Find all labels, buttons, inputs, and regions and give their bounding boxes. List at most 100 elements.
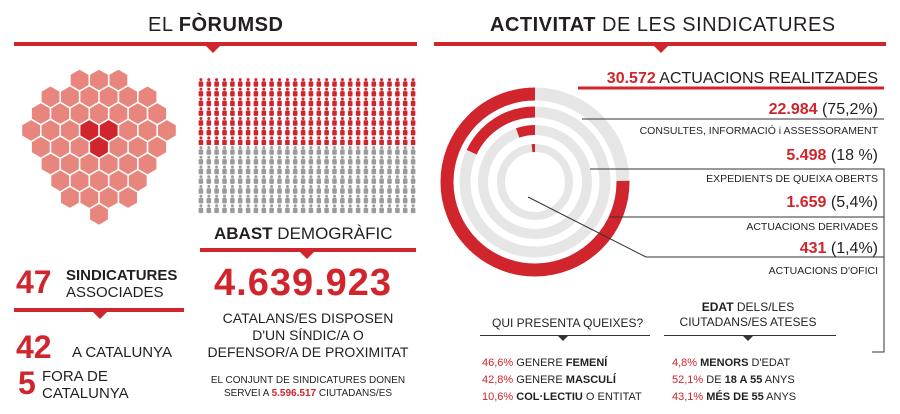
person-icon — [379, 107, 384, 116]
fora-label-line-2: CATALUNYA — [42, 385, 129, 402]
person-icon — [402, 126, 408, 136]
person-icon — [269, 204, 274, 214]
row-bold: 18 A 55 — [724, 374, 763, 386]
person-icon — [332, 146, 337, 155]
person-icon — [285, 185, 290, 194]
sindicatures-rule — [14, 308, 184, 312]
person-icon — [324, 185, 329, 194]
person-icon — [347, 185, 353, 194]
hexagon-cell — [22, 120, 40, 141]
person-icon — [395, 78, 400, 87]
person-icon — [395, 165, 400, 175]
hexagon-cell — [109, 170, 128, 192]
person-icon — [355, 87, 361, 97]
hexagon-cell — [119, 86, 137, 108]
person-icon — [222, 165, 227, 175]
served-line-2: SERVEI A 5.596.517 CIUTADANS/ES — [200, 387, 416, 400]
person-icon — [237, 126, 243, 136]
person-icon — [371, 78, 377, 87]
person-icon — [340, 146, 345, 155]
person-icon — [253, 136, 259, 146]
person-icon — [402, 117, 408, 126]
catalunya-count: 42 — [16, 329, 52, 365]
person-icon — [269, 136, 274, 146]
person-icon — [324, 78, 329, 87]
person-icon — [363, 78, 369, 87]
person-icon — [198, 117, 204, 126]
person-icon — [395, 87, 400, 97]
row-percent: 46,6% — [482, 357, 514, 369]
person-icon — [277, 146, 282, 155]
person-icon — [269, 87, 274, 97]
person-icon — [300, 136, 306, 146]
derivades-percent: (5,4%) — [826, 194, 878, 211]
person-icon — [300, 204, 306, 214]
forumsd-title-notch — [206, 46, 220, 53]
hexagon-cell — [51, 170, 70, 192]
person-icon — [347, 155, 353, 165]
activitat-title-notch — [654, 46, 668, 53]
person-icon — [379, 204, 384, 214]
person-icon — [206, 107, 212, 116]
person-icon — [402, 87, 408, 97]
row-text-after: ANYS — [763, 391, 797, 403]
person-icon — [206, 175, 212, 184]
person-icon — [316, 136, 322, 146]
ofici-value: 431 (1,4%) — [800, 240, 878, 258]
person-icon — [261, 175, 267, 184]
person-icon — [269, 78, 274, 87]
person-icon — [387, 107, 392, 116]
person-icon — [308, 136, 314, 146]
person-icon — [395, 107, 400, 116]
person-icon — [198, 78, 204, 87]
person-icon — [214, 185, 219, 194]
edat-title-light: DELS/LES — [733, 300, 795, 314]
person-icon — [410, 78, 416, 87]
person-icon — [340, 204, 345, 214]
hexagon-cell — [51, 136, 70, 158]
person-icon — [332, 97, 337, 107]
person-icon — [355, 117, 361, 126]
person-icon — [308, 204, 314, 214]
derivades-label: ACTUACIONS DERIVADES — [746, 221, 878, 233]
person-icon — [285, 78, 290, 87]
person-icon — [261, 97, 267, 107]
person-icon — [316, 194, 322, 204]
person-icon — [332, 107, 337, 116]
served-prefix: SERVEI A — [223, 388, 272, 399]
person-icon — [230, 97, 235, 107]
hexagon-cell — [99, 120, 118, 141]
population-desc-line-2: D'UN SÍNDIC/A O — [252, 327, 364, 343]
person-icon — [245, 126, 251, 136]
person-icon — [340, 136, 345, 146]
queixes-who-title: QUI PRESENTA QUEIXES? — [492, 316, 644, 330]
person-icon — [222, 87, 227, 97]
hexagon-cell — [119, 153, 137, 175]
row-bold: COL·LECTIU — [516, 391, 583, 403]
person-icon — [300, 194, 306, 204]
person-icon — [410, 204, 416, 214]
person-icon — [277, 155, 282, 165]
person-icon — [363, 107, 369, 116]
person-icon — [387, 155, 392, 165]
activity-rings-chart — [440, 87, 630, 277]
person-icon — [355, 107, 361, 116]
person-icon — [285, 117, 290, 126]
population-people-grid — [198, 78, 416, 214]
person-icon — [230, 146, 235, 155]
person-icon — [371, 87, 377, 97]
person-icon — [285, 194, 290, 204]
person-icon — [214, 136, 219, 146]
person-icon — [261, 165, 267, 175]
person-icon — [402, 204, 408, 214]
hexagon-cell — [61, 86, 79, 108]
person-icon — [222, 78, 227, 87]
person-icon — [300, 78, 306, 87]
person-icon — [245, 117, 251, 126]
person-icon — [379, 165, 384, 175]
person-icon — [379, 194, 384, 204]
person-icon — [269, 175, 274, 184]
person-icon — [347, 204, 353, 214]
fora-label-line-1: FORA DE — [42, 368, 108, 385]
abast-title-light: DEMOGRÀFIC — [272, 224, 393, 243]
